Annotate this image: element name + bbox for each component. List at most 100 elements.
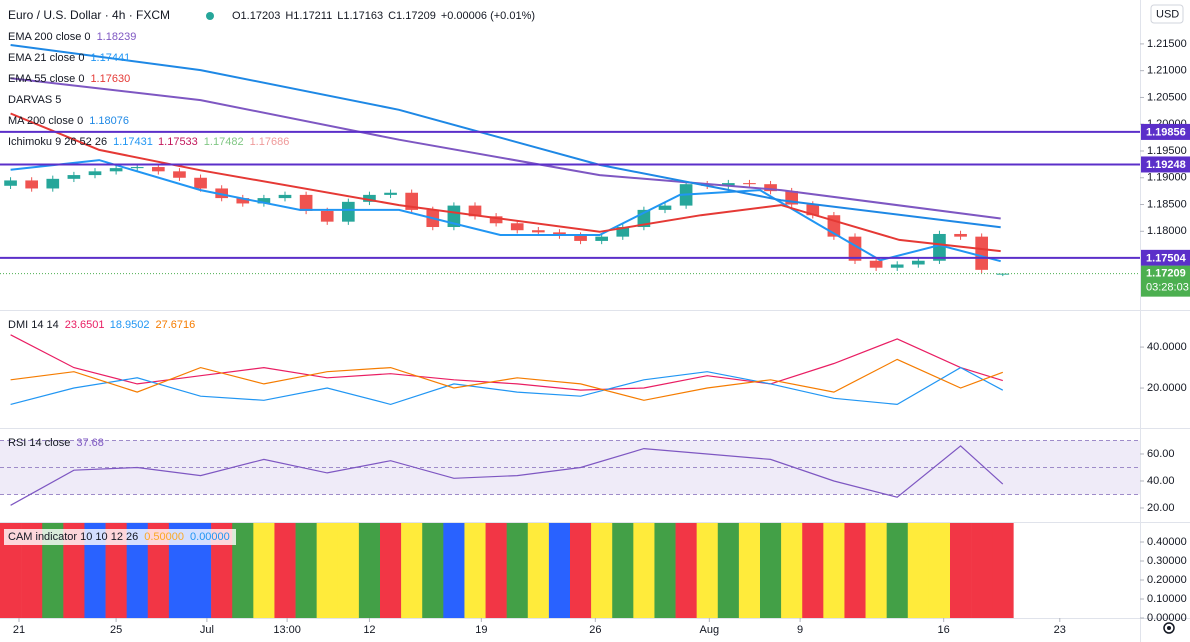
indicator-line	[10, 44, 1001, 229]
legend-row: DMI 14 14 23.6501 18.9502 27.6716	[8, 319, 195, 331]
cam-bar	[401, 523, 423, 618]
pane-title: RSI 14 close	[8, 437, 70, 449]
cam-bar	[971, 523, 993, 618]
candle-body	[363, 194, 376, 202]
legend-value: 37.68	[76, 437, 104, 449]
y-tick-label: 20.0000	[1147, 382, 1187, 394]
cam-bar	[696, 523, 719, 618]
candle-body	[109, 168, 123, 172]
cam-bar	[190, 523, 212, 618]
ohlc-value: C1.17209	[388, 10, 436, 22]
candle-body	[88, 171, 102, 176]
cam-bar	[548, 523, 571, 618]
legend-name: EMA 200 close 0	[8, 31, 91, 43]
legend-value: 0.50000	[144, 531, 184, 543]
ohlc-value: O1.17203	[232, 10, 280, 22]
candle-body	[468, 205, 482, 217]
cam-bar	[802, 523, 824, 618]
cam-bar	[274, 523, 296, 618]
x-tick-label: 12	[363, 624, 375, 636]
y-tick-label: 1.18500	[1147, 198, 1187, 210]
legend-row: EMA 200 close 0 1.18239	[8, 31, 136, 43]
indicator-line	[10, 445, 1004, 506]
cam-bar	[147, 523, 170, 618]
cam-bar	[42, 523, 64, 618]
x-tick-label: 23	[1054, 624, 1066, 636]
market-status	[206, 12, 214, 20]
y-tick-label: 1.18000	[1147, 225, 1187, 237]
cam-bar	[781, 523, 803, 618]
currency-button[interactable]	[1150, 4, 1184, 24]
settings-icon[interactable]	[1163, 622, 1175, 634]
level-label: 1.17504	[1146, 252, 1187, 264]
legend-row: CAM indicator 10 10 12 26 0.50000 0.00000	[8, 531, 230, 543]
ohlc-row: O1.17203 H1.17211 L1.17163 C1.17209 +0.00006…	[232, 10, 535, 22]
cam-bar	[823, 523, 845, 618]
candle-body	[257, 198, 271, 204]
settings-icon-center[interactable]	[1167, 626, 1171, 630]
candle-body	[384, 192, 397, 195]
candle-body	[173, 171, 186, 178]
legend-name: DARVAS 5	[8, 94, 61, 106]
indicator-line	[10, 366, 1004, 406]
level-label-bg	[1141, 123, 1190, 140]
cam-bar	[21, 523, 43, 618]
last-price-label: 1.17209	[1146, 268, 1186, 280]
candle-body	[215, 188, 228, 199]
candle-body	[806, 204, 820, 216]
cam-bar	[63, 523, 85, 618]
x-tick-label: 19	[475, 624, 487, 636]
candle-body	[869, 260, 883, 268]
indicator-line	[10, 159, 1001, 263]
cam-bar	[0, 523, 22, 618]
candle-body	[532, 230, 545, 233]
cam-bar	[886, 523, 909, 618]
legend-value: 27.6716	[155, 319, 195, 331]
legend-value: 1.17533	[158, 136, 198, 148]
level-label-bg	[1141, 249, 1190, 266]
last-price-bg	[1141, 265, 1190, 297]
legend-row: RSI 14 close 37.68	[8, 437, 104, 449]
legend-name: MA 200 close 0	[8, 115, 83, 127]
cam-bar	[168, 523, 191, 618]
candle-body	[616, 227, 630, 237]
cam-bar	[358, 523, 381, 618]
y-tick-label: 1.21000	[1147, 65, 1187, 77]
y-tick-label: 1.19000	[1147, 172, 1187, 184]
currency-label[interactable]: USD	[1156, 8, 1179, 20]
legend-value: 1.18076	[89, 115, 129, 127]
cam-bar	[253, 523, 275, 618]
cam-bar	[295, 523, 317, 618]
candle-body	[194, 177, 207, 189]
candle-body	[342, 201, 355, 222]
indicator-line	[10, 77, 1001, 220]
candle-body	[25, 180, 38, 189]
candle-body	[510, 223, 524, 231]
cam-bar	[232, 523, 254, 618]
cam-bar	[591, 523, 613, 618]
y-tick-label: 1.20500	[1147, 91, 1187, 103]
cam-bar	[760, 523, 782, 618]
legend-value: 1.18239	[97, 31, 137, 43]
x-tick-label: Jul	[200, 624, 214, 636]
legend-name: Ichimoku 9 26 52 26	[8, 136, 107, 148]
legend-value: 1.17630	[90, 73, 130, 85]
y-tick-label: 60.00	[1147, 448, 1175, 460]
cam-bar	[84, 523, 106, 618]
legend-row: EMA 55 close 0 1.17630	[8, 73, 130, 85]
legend-name: EMA 55 close 0	[8, 73, 84, 85]
cam-bar	[738, 523, 761, 618]
candle-body	[954, 233, 967, 237]
candle-body	[67, 175, 81, 179]
candle-body	[743, 183, 756, 185]
y-tick-label: 20.00	[1147, 502, 1175, 514]
candle-body	[553, 232, 566, 236]
countdown-label: 03:28:03	[1146, 282, 1189, 294]
candle-body	[764, 184, 777, 192]
indicator-line	[10, 334, 1003, 391]
candle-body	[658, 205, 672, 210]
cam-bar	[865, 523, 887, 618]
plot-layer: 1.180001.185001.190001.195001.200001.205…	[0, 8, 1190, 636]
candle-body	[46, 178, 60, 189]
